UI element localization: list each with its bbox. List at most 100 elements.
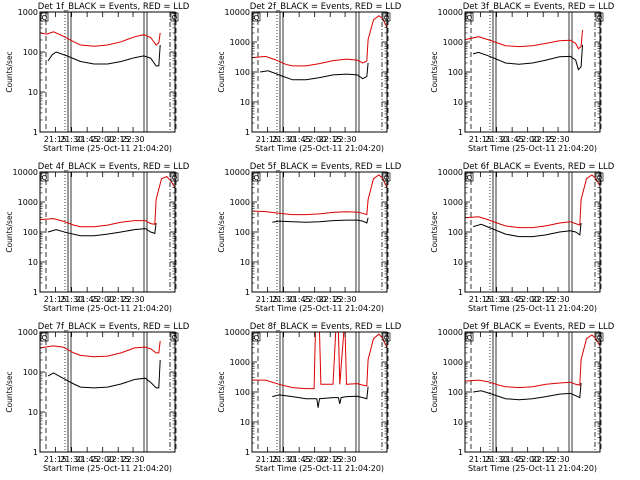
x-axis-label: Start Time (25-Oct-11 21:04:20) xyxy=(468,304,597,313)
y-axis-label: Counts/sec xyxy=(217,211,226,252)
chart-title: Det 8f_BLACK = Events, RED = LLD xyxy=(250,322,402,332)
chart-title: Det 3f_BLACK = Events, RED = LLD xyxy=(463,2,615,12)
series-red-line xyxy=(39,31,161,47)
boxed-q-icon: Q xyxy=(382,332,391,342)
x-axis-label: Start Time (25-Oct-11 21:04:20) xyxy=(255,304,384,313)
x-tick-label: 21:30 xyxy=(485,135,508,144)
x-tick-label: 21:30 xyxy=(272,295,295,304)
x-tick-label: 22:30 xyxy=(334,455,357,464)
chart-title: Det 5f_BLACK = Events, RED = LLD xyxy=(250,162,402,172)
y-tick-label: 10000 xyxy=(438,328,463,337)
series-red-line xyxy=(252,331,388,390)
y-axis-label: Counts/sec xyxy=(5,211,14,252)
y-tick-label: 1000 xyxy=(443,358,463,367)
y-tick-label: 10000 xyxy=(438,168,463,177)
marker-label: Q xyxy=(384,14,390,22)
x-tick-label: 21:15 xyxy=(469,135,492,144)
chart-title: Det 4f_BLACK = Events, RED = LLD xyxy=(38,162,190,172)
y-tick-label: 10000 xyxy=(225,8,250,17)
series-red-line xyxy=(251,174,388,216)
chart-title: Det 7f_BLACK = Events, RED = LLD xyxy=(38,322,190,332)
x-tick-label: 21:30 xyxy=(272,135,295,144)
boxed-q-icon: Q xyxy=(170,172,179,182)
y-tick-label: 100 xyxy=(235,68,250,77)
chart-panel-4: Det 4f_BLACK = Events, RED = LLD Q Q 1 10 100… xyxy=(5,162,190,313)
x-tick-label: 21:45 xyxy=(288,135,311,144)
boxed-q-icon: Q xyxy=(595,172,604,182)
y-axis-label: Counts/sec xyxy=(5,51,14,92)
y-tick-label: 1000 xyxy=(18,8,38,17)
x-tick-label: 21:45 xyxy=(288,295,311,304)
x-tick-label: 22:00 xyxy=(91,455,114,464)
series-red-line xyxy=(464,30,583,50)
x-axis-label: Start Time (25-Oct-11 21:04:20) xyxy=(468,144,597,153)
y-tick-label: 1 xyxy=(33,448,38,457)
x-axis-label: Start Time (25-Oct-11 21:04:20) xyxy=(255,464,384,473)
x-tick-label: 21:15 xyxy=(469,455,492,464)
marker-label: Q xyxy=(172,174,178,182)
boxed-q-icon: Q xyxy=(595,332,604,342)
series-red-line xyxy=(39,340,161,358)
y-tick-label: 10 xyxy=(240,418,250,427)
x-tick-label: 21:15 xyxy=(256,135,279,144)
y-tick-label: 1 xyxy=(245,128,250,137)
boxed-q-icon: Q xyxy=(382,12,391,22)
marker-label: Q xyxy=(42,334,48,342)
series-black-line xyxy=(472,44,583,71)
marker-label: Q xyxy=(384,334,390,342)
y-tick-label: 10000 xyxy=(13,168,38,177)
series-red-line xyxy=(251,15,388,67)
boxed-q-icon: Q xyxy=(252,172,261,182)
marker-label: Q xyxy=(384,174,390,182)
x-tick-label: 22:30 xyxy=(547,295,570,304)
y-axis-label: Counts/sec xyxy=(5,371,14,412)
x-tick-label: 22:30 xyxy=(547,135,570,144)
chart-panel-5: Det 5f_BLACK = Events, RED = LLD Q Q 1 10 100… xyxy=(217,162,402,313)
y-axis-label: Counts/sec xyxy=(217,51,226,92)
y-tick-label: 1 xyxy=(33,128,38,137)
y-tick-label: 100 xyxy=(235,388,250,397)
y-tick-label: 1 xyxy=(245,448,250,457)
x-tick-label: 22:00 xyxy=(516,295,539,304)
y-axis-label: Counts/sec xyxy=(430,211,439,252)
boxed-q-icon: Q xyxy=(252,12,261,22)
chart-title: Det 9f_BLACK = Events, RED = LLD xyxy=(463,322,615,332)
y-tick-label: 100 xyxy=(448,388,463,397)
x-tick-label: 22:30 xyxy=(122,455,145,464)
y-tick-label: 1000 xyxy=(18,328,38,337)
x-tick-label: 22:00 xyxy=(516,135,539,144)
y-tick-label: 10 xyxy=(453,258,463,267)
series-black-line xyxy=(272,217,369,224)
series-red-line xyxy=(39,176,176,228)
marker-label: Q xyxy=(467,174,473,182)
boxed-q-icon: Q xyxy=(40,172,49,182)
marker-label: Q xyxy=(42,174,48,182)
plot-frame xyxy=(251,171,388,293)
series-red-line xyxy=(464,174,601,229)
plot-frame xyxy=(39,11,176,133)
x-tick-label: 21:30 xyxy=(60,135,83,144)
boxed-q-icon: Q xyxy=(595,12,604,22)
x-tick-label: 21:30 xyxy=(485,455,508,464)
x-tick-label: 22:00 xyxy=(91,135,114,144)
x-tick-label: 21:15 xyxy=(256,295,279,304)
x-tick-label: 21:45 xyxy=(501,455,524,464)
y-tick-label: 100 xyxy=(23,228,38,237)
x-tick-label: 21:30 xyxy=(60,455,83,464)
x-tick-label: 21:45 xyxy=(501,295,524,304)
marker-label: Q xyxy=(597,174,603,182)
x-axis-label: Start Time (25-Oct-11 21:04:20) xyxy=(468,464,597,473)
boxed-q-icon: Q xyxy=(465,172,474,182)
x-tick-label: 21:15 xyxy=(44,135,67,144)
marker-label: Q xyxy=(254,174,260,182)
x-axis-label: Start Time (25-Oct-11 21:04:20) xyxy=(43,464,172,473)
y-axis-label: Counts/sec xyxy=(217,371,226,412)
y-tick-label: 10 xyxy=(28,88,38,97)
y-tick-label: 1000 xyxy=(18,198,38,207)
chart-panel-2: Det 2f_BLACK = Events, RED = LLD Q Q 1 10 100… xyxy=(217,2,402,153)
y-tick-label: 1000 xyxy=(230,358,250,367)
y-tick-label: 10 xyxy=(240,258,250,267)
x-tick-label: 21:45 xyxy=(76,135,99,144)
x-tick-label: 22:15 xyxy=(319,135,342,144)
